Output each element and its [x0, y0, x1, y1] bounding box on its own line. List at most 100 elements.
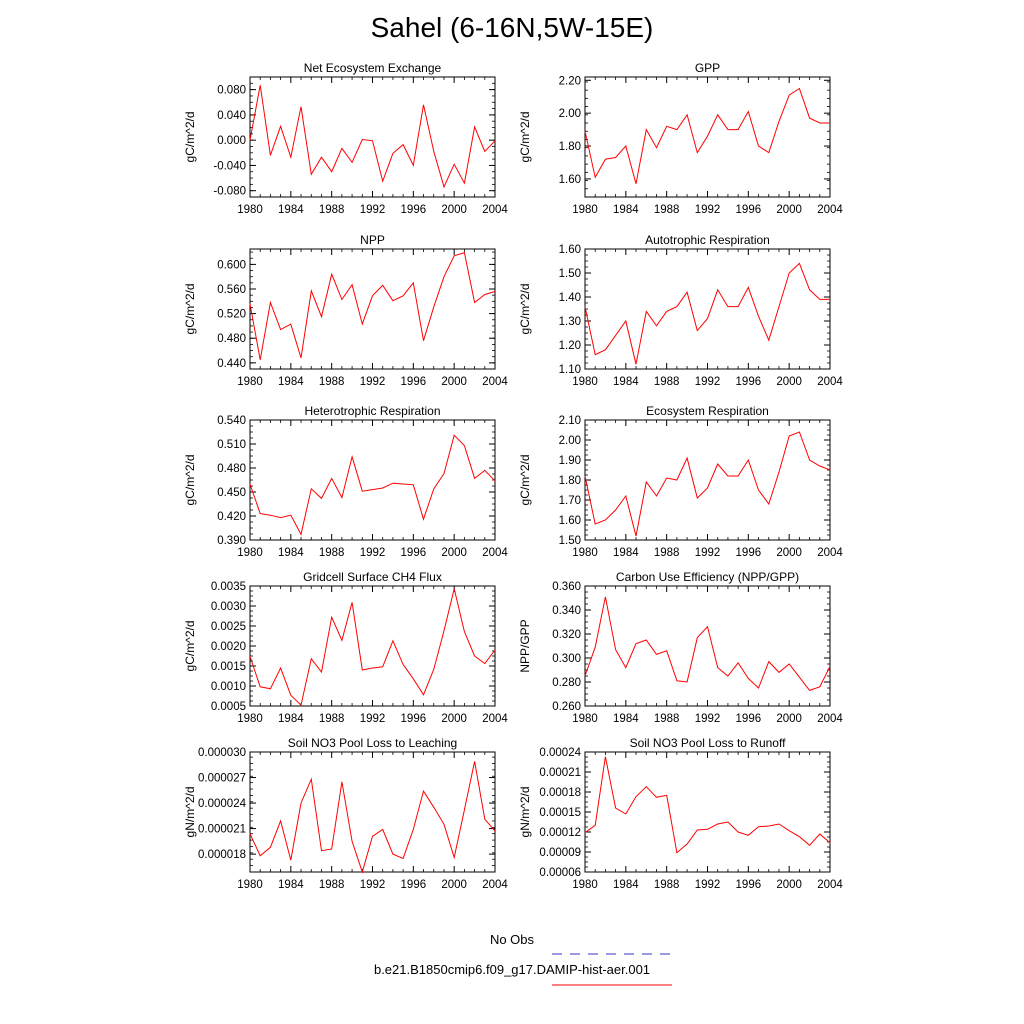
data-point: [686, 843, 687, 844]
y-tick-label: 0.440: [217, 358, 246, 370]
y-tick-label: 1.60: [559, 515, 581, 527]
data-point: [799, 836, 800, 837]
data-point: [260, 359, 261, 360]
data-point: [311, 290, 312, 291]
plot-frame: [584, 585, 831, 707]
y-tick-label: 1.80: [559, 475, 581, 487]
x-tick-label: 1996: [736, 204, 762, 216]
data-point: [768, 152, 769, 153]
data-point: [454, 588, 455, 589]
data-point: [635, 183, 636, 184]
y-tick-label: 0.00015: [539, 807, 581, 819]
x-tick-label: 1992: [695, 204, 721, 216]
data-point: [474, 478, 475, 479]
y-tick-label: 0.300: [552, 653, 581, 665]
data-point: [351, 602, 352, 603]
data-point: [676, 129, 677, 130]
data-point: [290, 157, 291, 158]
data-point: [341, 497, 342, 498]
series-line: [584, 87, 830, 184]
x-tick-label: 1980: [237, 879, 263, 891]
y-tick-label: -0.040: [213, 160, 246, 172]
y-axis-label: gN/m^2/d: [183, 787, 197, 838]
data-point: [413, 678, 414, 679]
data-point: [758, 489, 759, 490]
y-tick-label: 0.000030: [198, 747, 246, 759]
data-point: [300, 106, 301, 107]
x-tick-label: 1992: [360, 713, 386, 725]
data-point: [717, 823, 718, 824]
data-point: [311, 488, 312, 489]
data-point: [362, 669, 363, 670]
data-point: [605, 349, 606, 350]
y-tick-label: 0.000024: [198, 798, 247, 810]
data-point: [280, 126, 281, 127]
chart-panel: NPP gC/m^2/d 0.600 0.560 0.520 0.480 0.440 1980…: [183, 233, 508, 388]
data-point: [625, 145, 626, 146]
data-point: [595, 647, 596, 648]
x-tick-label: 1992: [695, 547, 721, 559]
y-tick-label: 1.90: [559, 455, 581, 467]
data-point: [392, 153, 393, 154]
data-point: [778, 121, 779, 122]
data-point: [809, 117, 810, 118]
panel-title: Net Ecosystem Exchange: [304, 61, 442, 75]
data-point: [584, 832, 585, 833]
data-point: [331, 274, 332, 275]
panel-title: Autotrophic Respiration: [645, 233, 770, 247]
y-tick-label: 1.70: [559, 495, 581, 507]
data-point: [625, 495, 626, 496]
data-point: [666, 311, 667, 312]
y-tick-label: 0.080: [217, 85, 246, 97]
x-tick-label: 2004: [482, 204, 508, 216]
x-tick-label: 1992: [695, 713, 721, 725]
data-point: [311, 779, 312, 780]
y-tick-label: 1.20: [559, 340, 581, 352]
data-point: [443, 473, 444, 474]
x-tick-label: 2004: [817, 547, 843, 559]
data-point: [686, 114, 687, 115]
data-point: [280, 329, 281, 330]
data-point: [331, 478, 332, 479]
data-point: [789, 272, 790, 273]
x-tick-label: 2004: [817, 879, 843, 891]
data-point: [595, 354, 596, 355]
panel-title: Soil NO3 Pool Loss to Runoff: [630, 736, 787, 750]
chart-panel: Autotrophic Respiration gC/m^2/d 1.60 1.50 1…: [518, 233, 843, 388]
data-point: [697, 829, 698, 830]
x-tick-label: 1984: [278, 713, 304, 725]
x-tick-label: 2000: [441, 376, 467, 388]
x-tick-label: 1980: [572, 547, 598, 559]
panel-title: Heterotrophic Respiration: [304, 404, 440, 418]
data-point: [270, 515, 271, 516]
y-tick-label: 0.0030: [211, 601, 246, 613]
data-point: [392, 640, 393, 641]
data-point: [392, 483, 393, 484]
data-point: [423, 340, 424, 341]
y-axis-label: gC/m^2/d: [183, 284, 197, 335]
x-tick-label: 1984: [613, 376, 639, 388]
data-point: [738, 306, 739, 307]
data-point: [433, 306, 434, 307]
x-tick-label: 1980: [237, 204, 263, 216]
series-line: [249, 252, 496, 360]
data-point: [829, 842, 830, 843]
x-tick-label: 1992: [360, 879, 386, 891]
legend-line-obs: [552, 953, 672, 955]
x-tick-label: 1980: [572, 713, 598, 725]
x-tick-label: 1984: [613, 204, 639, 216]
y-axis-label: NPP/GPP: [518, 619, 532, 672]
data-point: [738, 831, 739, 832]
y-axis-label: gC/m^2/d: [183, 621, 197, 672]
panel-title: Carbon Use Efficiency (NPP/GPP): [616, 570, 799, 584]
data-point: [635, 643, 636, 644]
data-point: [727, 129, 728, 130]
data-point: [321, 498, 322, 499]
data-point: [372, 836, 373, 837]
data-point: [707, 487, 708, 488]
y-tick-label: 1.10: [559, 364, 581, 376]
y-tick-label: 0.510: [217, 439, 246, 451]
legend-label-model: b.e21.B1850cmip6.f09_g17.DAMIP-hist-aer.…: [373, 962, 651, 977]
data-point: [717, 463, 718, 464]
